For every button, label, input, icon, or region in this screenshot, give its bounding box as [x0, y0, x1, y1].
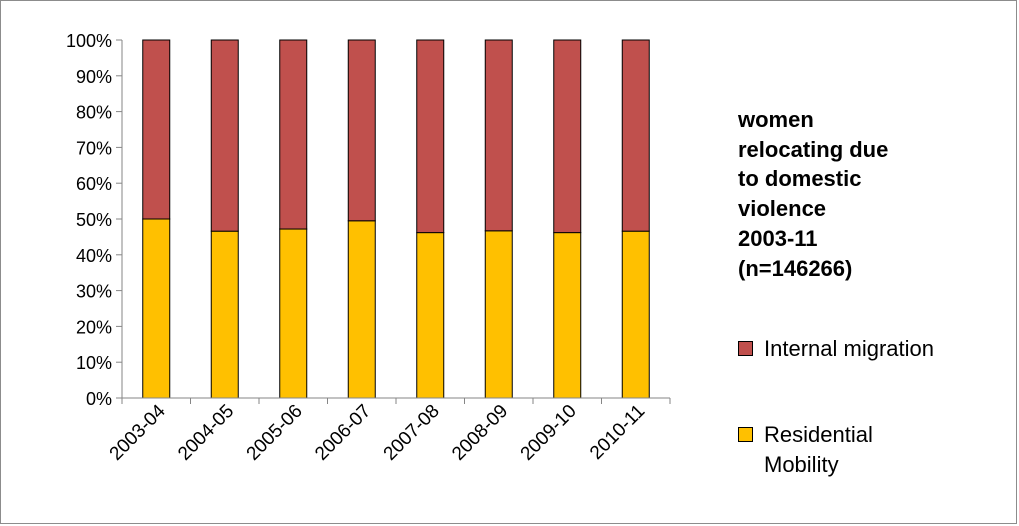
chart-title-line: relocating due: [738, 136, 889, 162]
y-tick-label: 30%: [76, 282, 112, 302]
bar-residential-mobility: [347, 220, 376, 399]
chart-title-line: (n=146266): [738, 255, 853, 281]
x-tick-label: 2003-04: [106, 400, 170, 464]
x-tick-label: 2008-09: [448, 401, 512, 465]
bar-internal-migration: [210, 39, 239, 232]
chart-title-line: 2003-11: [738, 225, 818, 251]
bar-internal-migration: [347, 39, 376, 222]
bar-residential-mobility: [416, 232, 445, 399]
bar-residential-mobility: [210, 230, 239, 399]
y-tick-label: 70%: [76, 138, 112, 158]
chart-title-line: to domestic: [738, 166, 862, 192]
bar-internal-migration: [142, 39, 171, 220]
bar-internal-migration: [484, 39, 513, 232]
legend-swatch-residential-mobility: [738, 427, 753, 442]
y-tick-label: 90%: [76, 67, 112, 87]
bar-residential-mobility: [279, 228, 308, 399]
bar-internal-migration: [553, 39, 582, 234]
x-tick-label: 2005-06: [243, 401, 307, 465]
x-tick-label: 2007-08: [380, 401, 444, 465]
y-tick-label: 60%: [76, 174, 112, 194]
y-tick-label: 100%: [66, 31, 112, 51]
bar-residential-mobility: [484, 230, 513, 399]
y-tick-label: 10%: [76, 353, 112, 373]
y-tick-label: 0%: [86, 389, 112, 409]
legend-label-residential-mobility-line2: Mobility: [764, 452, 839, 477]
chart-title-line: violence: [738, 196, 827, 222]
y-tick-label: 80%: [76, 103, 112, 123]
bar-residential-mobility: [142, 218, 171, 399]
x-tick-label: 2010-11: [586, 401, 649, 464]
bar-internal-migration: [416, 39, 445, 234]
legend-swatch-internal-migration: [738, 341, 753, 356]
bar-residential-mobility: [621, 230, 650, 399]
y-tick-label: 20%: [76, 317, 112, 337]
x-tick-label: 2004-05: [174, 401, 238, 465]
x-tick-label: 2006-07: [311, 401, 375, 465]
bar-residential-mobility: [553, 232, 582, 399]
y-tick-label: 50%: [76, 210, 112, 230]
legend-label-residential-mobility-line1: Residential: [764, 422, 873, 447]
x-tick-label: 2009-10: [517, 401, 581, 465]
bar-internal-migration: [279, 39, 308, 230]
bar-internal-migration: [621, 39, 650, 232]
y-tick-label: 40%: [76, 246, 112, 266]
legend-label-internal-migration: Internal migration: [764, 336, 934, 361]
chart-title-line: women: [738, 107, 814, 132]
chart-title: women relocating due to domestic violenc…: [738, 105, 988, 283]
